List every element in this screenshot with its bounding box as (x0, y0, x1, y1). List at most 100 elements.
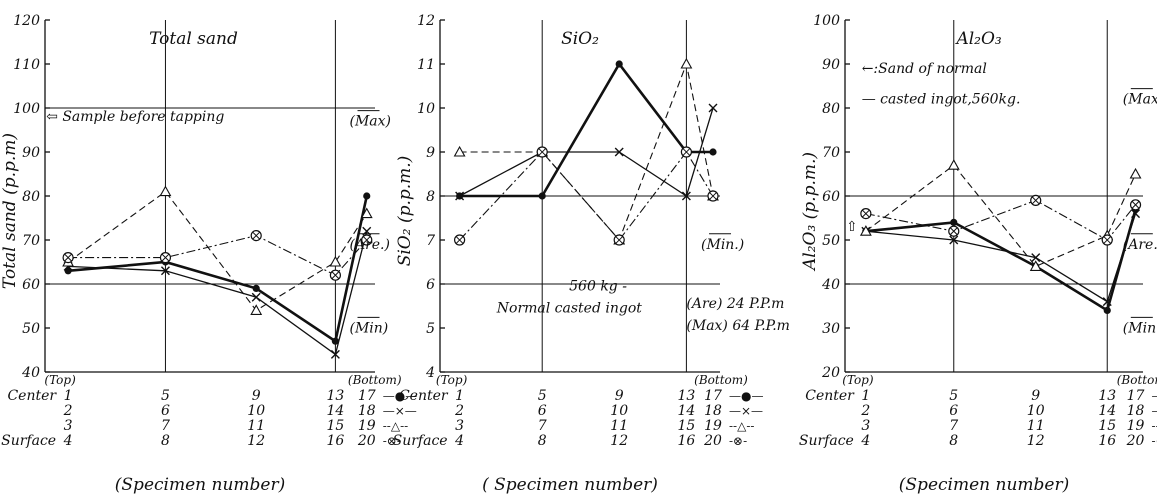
chart-title: Total sand (149, 29, 238, 49)
y-tick-label: 6 (426, 277, 435, 293)
circlex-cross (682, 148, 691, 156)
table-row-label: Center (805, 388, 855, 404)
specimen-number: 20 (703, 433, 722, 449)
specimen-number: 9 (615, 388, 624, 404)
table-row-label: Surface (1, 433, 56, 449)
triangle-marker (680, 57, 693, 69)
y-tick-label: 70 (822, 145, 840, 161)
specimen-number: 3 (64, 418, 73, 434)
specimen-number: 12 (610, 433, 628, 449)
annotation: (Min) (350, 320, 389, 336)
circlex-cross (862, 209, 870, 218)
specimen-number: 12 (1027, 433, 1045, 449)
y-tick-label: 100 (813, 13, 840, 29)
annotation: (Min.) (701, 237, 744, 253)
specimen-number: 4 (454, 433, 464, 449)
specimen-number: 3 (861, 418, 870, 434)
data-point (709, 148, 717, 156)
specimen-number: 1 (64, 388, 73, 404)
table-row-label: Surface (799, 433, 854, 449)
specimen-number: 16 (1098, 433, 1116, 449)
y-tick-label: 90 (22, 145, 40, 161)
specimen-number: 10 (610, 403, 628, 419)
legend-symbol: —×— (1152, 404, 1157, 418)
specimen-number: 20 (1126, 433, 1145, 449)
series-line-2 (68, 231, 368, 356)
specimen-number: 13 (677, 388, 695, 404)
data-point (361, 234, 373, 246)
dot-marker (252, 284, 260, 292)
circlex-cross (331, 271, 340, 279)
circlex-cross (455, 236, 464, 244)
data-point (329, 255, 342, 267)
y-tick-label: 80 (22, 189, 40, 205)
y-tick-label: 50 (22, 321, 40, 337)
data-point (160, 266, 170, 276)
y-tick-label: 40 (821, 277, 840, 293)
data-point (159, 252, 172, 264)
triangle-marker (1129, 167, 1142, 179)
data-point (614, 147, 624, 157)
data-point (1031, 253, 1041, 263)
x-axis-label: (Specimen number) (899, 475, 1069, 495)
circlex-cross (363, 236, 371, 244)
data-point (949, 235, 959, 245)
x-marker (1031, 253, 1041, 263)
specimen-number: 10 (247, 403, 265, 419)
x-marker (681, 191, 691, 201)
specimen-number: 16 (326, 433, 344, 449)
data-point (948, 225, 960, 237)
annotation: (Min.) (1123, 320, 1157, 336)
chart-panel-3: 20 30 40 50 60 70 80 90 100 Al₂O₃ Al₂O₃ (p.p.m.) ←:… (799, 13, 1157, 495)
y-tick-label: 8 (426, 189, 435, 205)
specimen-number: 16 (677, 433, 695, 449)
x-marker (949, 235, 959, 245)
circlex-cross (615, 236, 623, 244)
x-marker (614, 147, 624, 157)
data-point (1030, 194, 1042, 206)
y-tick-label: 40 (21, 365, 40, 381)
data-point (681, 191, 691, 201)
specimen-number: 1 (861, 388, 870, 404)
specimen-number: 2 (63, 403, 73, 419)
specimen-number: 3 (455, 418, 464, 434)
data-point (680, 57, 693, 69)
specimen-number: 9 (1031, 388, 1040, 404)
specimen-number: 19 (1127, 418, 1145, 434)
y-tick-label: 11 (417, 57, 435, 73)
x-marker (455, 191, 465, 201)
legend-symbol: --△-- (383, 419, 408, 433)
y-tick-label: 50 (822, 233, 840, 249)
table-bottom-label: (Bottom) (694, 373, 748, 387)
data-point (455, 191, 465, 201)
specimen-number: 13 (326, 388, 344, 404)
circlex-cross (252, 231, 260, 240)
specimen-number: 8 (538, 433, 547, 449)
dot-marker (331, 337, 339, 345)
specimen-number: 15 (1098, 418, 1116, 434)
specimen-number: 18 (1127, 403, 1145, 419)
chart-title: Al₂O₃ (954, 29, 1001, 49)
legend-symbol: —●— (1152, 389, 1157, 403)
specimen-number: 20 (357, 433, 376, 449)
data-point (250, 230, 262, 242)
circlex-cross (161, 253, 170, 262)
data-point (538, 192, 546, 200)
y-tick-label: 7 (426, 233, 435, 249)
y-tick-label: 60 (822, 189, 840, 205)
data-point (860, 208, 872, 220)
triangle-marker (329, 255, 342, 267)
specimen-number: 18 (358, 403, 376, 419)
data-point (363, 192, 371, 200)
data-point (62, 252, 74, 264)
data-point (613, 234, 625, 246)
data-point (536, 146, 548, 158)
data-point (1129, 167, 1142, 179)
x-marker (1131, 209, 1141, 219)
annotation: (Are) 24 P.P.m (686, 296, 784, 312)
data-point (329, 269, 341, 281)
specimen-number: 13 (1098, 388, 1116, 404)
legend-symbol: --△-- (1152, 419, 1157, 433)
specimen-number: 11 (247, 418, 265, 434)
